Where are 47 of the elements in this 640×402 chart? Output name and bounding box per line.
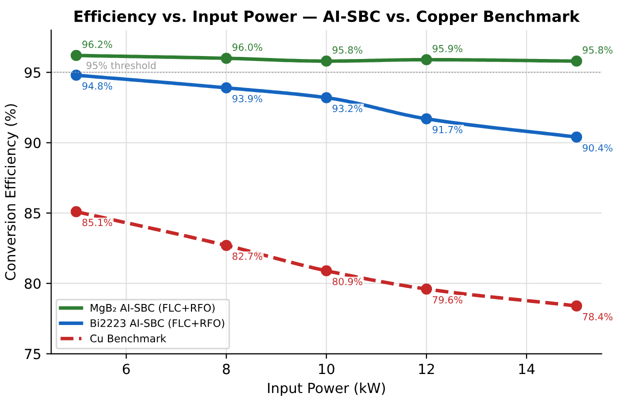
y-axis-title: Conversion Efficiency (%) (4, 104, 18, 280)
point (420, 283, 432, 295)
data-label: 79.6% (432, 296, 462, 304)
y-tick-label: 80 (24, 278, 41, 289)
point (70, 206, 82, 218)
legend-label: Bi2223 AI-SBC (FLC+RFO) (90, 319, 224, 328)
data-label: 95.8% (582, 46, 612, 54)
point (571, 132, 582, 143)
x-tick-label: 12 (419, 364, 434, 374)
data-label: 91.7% (432, 126, 462, 134)
point (420, 54, 432, 66)
point (70, 70, 82, 81)
x-tick-label: 8 (222, 364, 230, 374)
y-tick-label: 75 (24, 348, 40, 360)
x-tick-label: 14 (519, 364, 535, 374)
data-label: 95.8% (332, 46, 362, 54)
data-label: 82.7% (232, 252, 262, 260)
point (320, 92, 332, 104)
point (320, 56, 332, 67)
data-label: 80.9% (332, 278, 362, 286)
y-tick-label: 90 (24, 138, 41, 148)
data-label: 96.2% (82, 40, 112, 48)
legend-label: Cu Benchmark (90, 334, 166, 342)
data-label: 90.4% (582, 144, 612, 152)
point (571, 300, 582, 312)
data-label: 85.1% (82, 218, 112, 226)
data-label: 78.4% (582, 313, 612, 320)
chart-title: Efficiency vs. Input Power — AI-SBC vs. Copper Benchmark (74, 10, 580, 26)
point (220, 82, 232, 94)
data-label: 95.9% (432, 44, 462, 52)
point (571, 56, 582, 67)
x-axis-title: Input Power (kW) (268, 382, 385, 396)
ref-line-label: 95% threshold (86, 62, 156, 70)
y-tick-label: 95 (24, 67, 40, 78)
data-label: 94.8% (82, 82, 112, 90)
data-label: 93.2% (332, 104, 362, 112)
point (220, 52, 232, 64)
legend-label: MgB₂ AI-SBC (FLC+RFO) (90, 304, 215, 314)
point (70, 50, 82, 62)
point (320, 265, 332, 276)
x-tick-label: 6 (122, 364, 130, 374)
point (220, 240, 232, 251)
point (420, 113, 432, 124)
data-label: 96.0% (232, 43, 262, 51)
x-tick-label: 10 (319, 364, 334, 374)
data-label: 93.9% (232, 94, 262, 102)
y-tick-label: 85 (24, 208, 40, 219)
